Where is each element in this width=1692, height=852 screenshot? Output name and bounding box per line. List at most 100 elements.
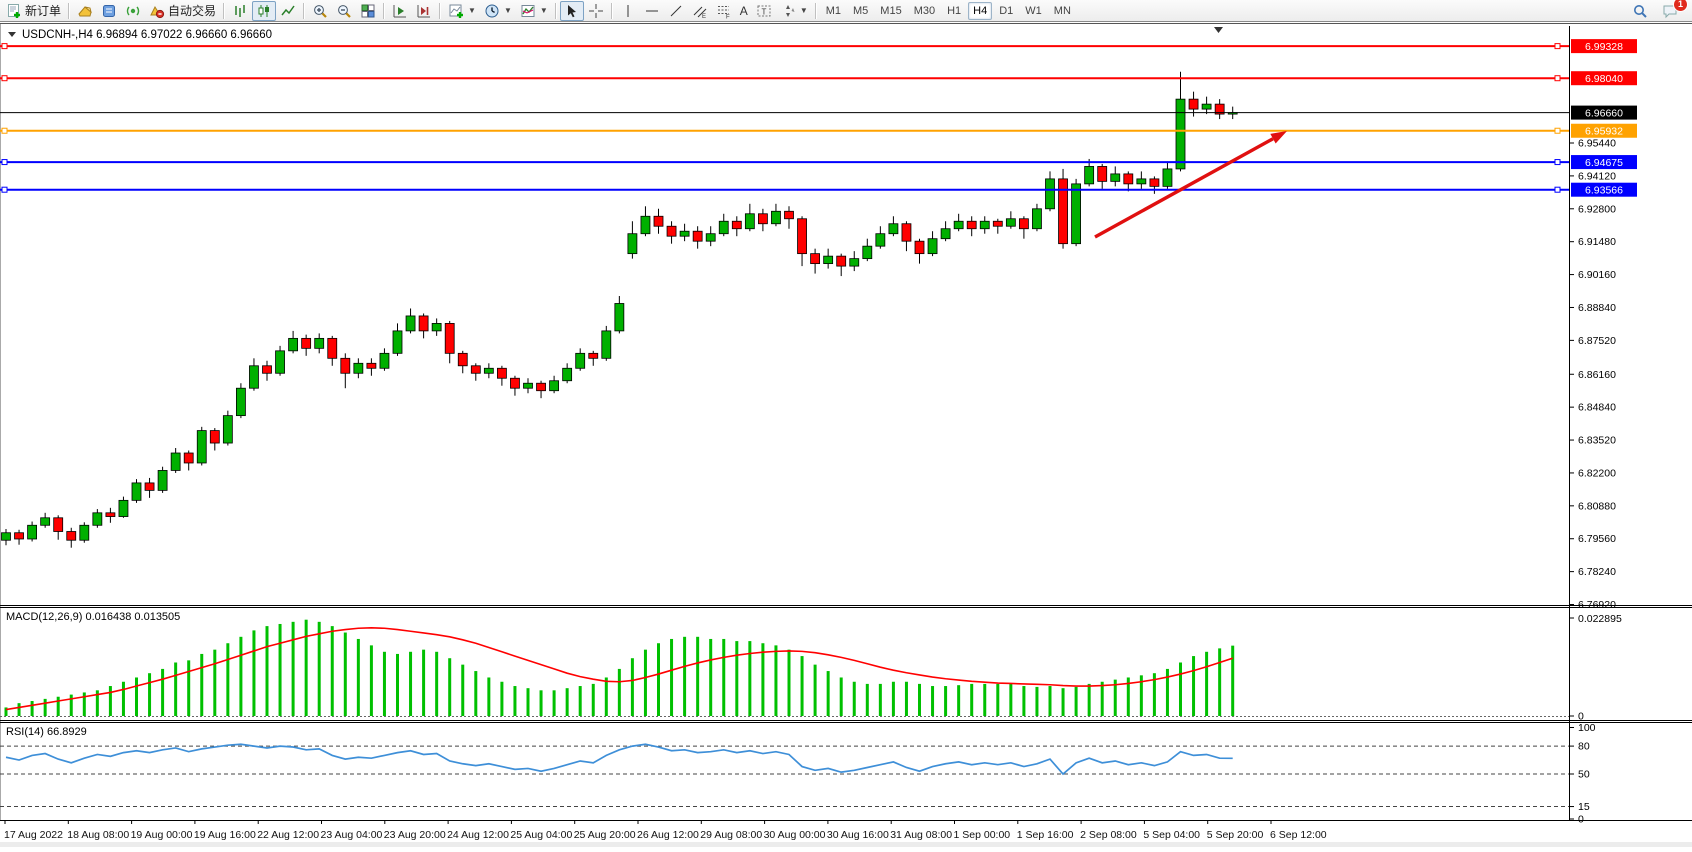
chart-canvas[interactable]: 6.99328 6.98040 6.96660 6.95932 6.94675 6.935… (0, 22, 1692, 847)
bull-candle (549, 380, 559, 392)
macd-histogram-bar (317, 621, 321, 716)
macd-histogram-bar (735, 641, 739, 716)
candlestick-mode-button[interactable] (252, 0, 277, 21)
bear-candle (457, 352, 468, 367)
channel-tool-button[interactable]: E (688, 1, 712, 21)
timeframe-d1[interactable]: D1 (994, 2, 1018, 20)
bear-candle (262, 365, 272, 374)
macd-histogram-bar (382, 651, 386, 716)
macd-histogram-bar (356, 638, 360, 716)
notifications-button[interactable]: 1 (1658, 0, 1688, 21)
horizontal-line-tool-button[interactable] (640, 1, 664, 21)
text-tool-button[interactable]: A (736, 1, 752, 21)
bear-candle (1214, 103, 1225, 115)
date-label: 2 Sep 08:00 (1080, 829, 1137, 841)
timeframe-m30[interactable]: M30 (909, 2, 940, 20)
macd-histogram-bar (1100, 681, 1104, 716)
bull-candle (196, 430, 207, 464)
svg-text:T: T (761, 7, 766, 16)
bull-candle (523, 382, 533, 389)
price-tick-label: 6.82200 (1578, 467, 1616, 479)
line-handle[interactable] (1, 43, 8, 50)
templates-button[interactable]: ▼ (516, 1, 552, 21)
line-handle[interactable] (1, 159, 8, 166)
date-label: 24 Aug 12:00 (447, 829, 509, 841)
trend-arrow-head[interactable] (1270, 131, 1287, 144)
window-bottom-strip (0, 842, 1692, 847)
macd-histogram-bar (996, 683, 1000, 716)
bear-candle (666, 225, 677, 237)
fibonacci-tool-button[interactable]: F (712, 1, 736, 21)
bear-candle (797, 218, 807, 255)
line-handle[interactable] (1, 127, 8, 134)
step-forward-button[interactable] (388, 1, 412, 21)
zoom-in-icon (312, 3, 328, 19)
text-label-tool-button[interactable]: T (752, 1, 776, 21)
timeframe-m5[interactable]: M5 (848, 2, 873, 20)
macd-histogram-bar (330, 626, 334, 716)
macd-histogram-bar (500, 681, 504, 716)
timeframe-h1[interactable]: H1 (942, 2, 966, 20)
zoom-out-button[interactable] (332, 1, 356, 21)
line-handle[interactable] (1554, 127, 1561, 134)
macd-histogram-bar (1152, 673, 1156, 716)
line-handle[interactable] (1554, 186, 1561, 193)
bull-candle (1201, 103, 1212, 110)
auto-trading-button[interactable]: 自动交易 (145, 1, 220, 21)
line-chart-mode-button[interactable] (276, 1, 300, 21)
date-label: 31 Aug 08:00 (890, 829, 952, 841)
new-order-button[interactable]: 新订单 (2, 1, 65, 21)
bear-candle (1097, 166, 1108, 182)
macd-histogram-bar (1179, 662, 1182, 716)
template-icon (520, 3, 536, 19)
zoom-in-button[interactable] (308, 1, 332, 21)
date-label: 26 Aug 12:00 (637, 829, 699, 841)
macd-histogram-bar (278, 623, 282, 716)
shapes-tool-button[interactable]: ▼ (776, 1, 812, 21)
data-window-button[interactable] (97, 1, 121, 21)
periods-button[interactable]: ▼ (480, 1, 516, 21)
date-label: 19 Aug 00:00 (131, 829, 193, 841)
symbol-dropdown-arrow[interactable] (8, 32, 16, 37)
bar-chart-mode-button[interactable] (228, 1, 252, 21)
navigator-button[interactable] (121, 1, 145, 21)
bear-candle (418, 315, 429, 332)
toolbar-separator (554, 2, 557, 19)
line-handle[interactable] (1, 186, 8, 193)
timeframe-m15[interactable]: M15 (875, 2, 906, 20)
line-handle[interactable] (1554, 159, 1561, 166)
timeframe-m1[interactable]: M1 (821, 2, 846, 20)
search-button[interactable] (1628, 1, 1652, 21)
date-label: 25 Aug 04:00 (510, 829, 572, 841)
date-label: 22 Aug 12:00 (257, 829, 319, 841)
vertical-line-tool-button[interactable] (616, 1, 640, 21)
trendline-tool-button[interactable] (664, 1, 688, 21)
step-end-button[interactable] (412, 1, 436, 21)
macd-histogram-bar (82, 692, 86, 716)
line-handle[interactable] (1554, 43, 1561, 50)
macd-histogram-bar (1061, 688, 1065, 716)
line-handle[interactable] (1554, 75, 1561, 82)
date-label: 1 Sep 00:00 (954, 829, 1011, 841)
timeframe-w1[interactable]: W1 (1020, 2, 1047, 20)
macd-histogram-bar (839, 677, 843, 716)
macd-histogram-bar (4, 707, 8, 716)
macd-histogram-bar (161, 668, 165, 716)
trend-arrow[interactable] (1094, 137, 1274, 239)
rsi-label: RSI(14) 66.8929 (6, 726, 87, 738)
market-watch-button[interactable] (73, 1, 97, 21)
line-handle[interactable] (1, 75, 8, 82)
macd-histogram-bar (565, 688, 569, 716)
auto-trading-label: 自动交易 (168, 4, 217, 18)
tile-windows-button[interactable] (356, 1, 380, 21)
bull-candle (875, 233, 886, 247)
crosshair-tool-button[interactable] (584, 1, 608, 21)
indicators-button[interactable]: ▼ (444, 1, 480, 21)
timeframe-mn[interactable]: MN (1049, 2, 1076, 20)
macd-histogram-bar (826, 671, 830, 716)
macd-histogram-bar (369, 645, 373, 716)
macd-histogram-bar (591, 683, 595, 716)
cursor-tool-button[interactable] (559, 0, 584, 21)
timeframe-h4[interactable]: H4 (968, 1, 993, 20)
bull-candle (40, 517, 51, 526)
